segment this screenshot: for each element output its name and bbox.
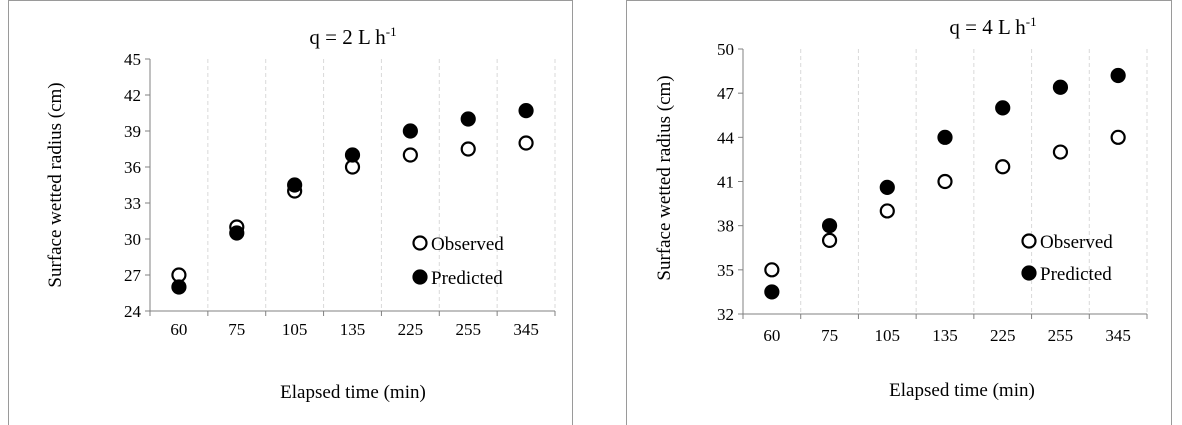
predicted-point (879, 179, 895, 195)
chart-panel-left: 24 27 30 33 36 39 42 45 60 75 105 135 225 255 345 q = 2… (8, 0, 573, 425)
y-tick-label: 39 (124, 122, 141, 141)
y-tick-label: 35 (717, 261, 734, 280)
legend-predicted-marker (412, 269, 428, 285)
x-tick-label: 255 (1048, 326, 1074, 345)
x-axis-label: Elapsed time (min) (280, 382, 426, 403)
predicted-point (764, 284, 780, 300)
observed-point (821, 232, 838, 248)
chart-q2: 24 27 30 33 36 39 42 45 60 75 105 135 225 255 345 q = 2… (45, 24, 556, 403)
x-tick-label: 105 (875, 326, 901, 345)
x-tick-label: 135 (340, 320, 366, 339)
y-tick-label: 50 (717, 40, 734, 59)
y-tick-label: 42 (124, 86, 141, 105)
predicted-point (518, 102, 534, 119)
predicted-point (995, 100, 1011, 116)
observed-point (879, 203, 895, 219)
legend-observed-marker (1021, 233, 1037, 249)
predicted-point (402, 123, 418, 139)
chart-frame (626, 0, 1172, 425)
y-axis-label: Surface wetted radius (cm) (654, 75, 675, 280)
chart-title: q = 4 L h-1 (949, 14, 1036, 39)
predicted-point (1052, 79, 1069, 95)
legend-predicted-marker (1021, 265, 1037, 281)
x-tick-label: 75 (228, 320, 245, 339)
chart-title-text: q = 4 L h (949, 15, 1026, 39)
observed-point (402, 147, 418, 163)
x-tick-label: 75 (821, 326, 838, 345)
chart-title-superscript: -1 (1026, 14, 1037, 29)
x-tick-label: 105 (282, 320, 308, 339)
predicted-point (171, 279, 187, 295)
y-tick-label: 47 (717, 84, 735, 103)
observed-point (995, 159, 1011, 175)
chart-q4: 32 35 38 41 44 47 50 60 75 105 135 225 255 345 q = 4 L… (654, 14, 1148, 401)
chart-panel-right: 32 35 38 41 44 47 50 60 75 105 135 225 255 345 q = 4 L… (626, 0, 1172, 425)
legend-label: Predicted (1040, 264, 1112, 285)
x-tick-label: 60 (763, 326, 780, 345)
y-tick-label: 33 (124, 194, 141, 213)
legend: Observed Predicted (412, 234, 504, 289)
y-tick-label: 44 (717, 128, 735, 147)
chart-title-text: q = 2 L h (309, 25, 386, 49)
y-tick-label: 32 (717, 305, 734, 324)
predicted-point (821, 218, 838, 234)
y-tick-label: 41 (717, 173, 734, 192)
x-tick-label: 225 (990, 326, 1016, 345)
x-tick-label: 225 (398, 320, 424, 339)
predicted-point (344, 147, 361, 163)
legend-observed-marker (412, 235, 428, 251)
predicted-point (287, 177, 303, 193)
y-tick-label: 30 (124, 230, 141, 249)
observed-point (1110, 129, 1126, 145)
chart-frame (8, 0, 573, 425)
observed-point (460, 141, 476, 157)
y-tick-label: 45 (124, 50, 141, 69)
x-tick-label: 135 (932, 326, 958, 345)
y-axis-label: Surface wetted radius (cm) (45, 82, 66, 287)
x-tick-label: 345 (1105, 326, 1131, 345)
y-tick-label: 24 (124, 302, 142, 321)
observed-point (518, 135, 534, 151)
x-tick-label: 60 (170, 320, 187, 339)
legend-label: Predicted (431, 268, 503, 289)
predicted-point (1110, 67, 1126, 84)
legend: Observed Predicted (1021, 232, 1113, 285)
x-tick-label: 255 (455, 320, 481, 339)
chart-title-superscript: -1 (386, 24, 397, 39)
observed-point (1052, 144, 1069, 160)
y-tick-label: 36 (124, 158, 141, 177)
predicted-point (937, 129, 953, 145)
x-axis-label: Elapsed time (min) (889, 380, 1035, 401)
predicted-point (229, 225, 245, 241)
chart-title: q = 2 L h-1 (309, 24, 396, 49)
x-tick-label: 345 (513, 320, 539, 339)
legend-label: Observed (1040, 232, 1113, 253)
observed-point (764, 262, 780, 278)
legend-label: Observed (431, 234, 504, 255)
observed-point (937, 173, 953, 190)
predicted-point (460, 111, 476, 127)
y-tick-label: 27 (124, 266, 142, 285)
y-tick-label: 38 (717, 217, 734, 236)
